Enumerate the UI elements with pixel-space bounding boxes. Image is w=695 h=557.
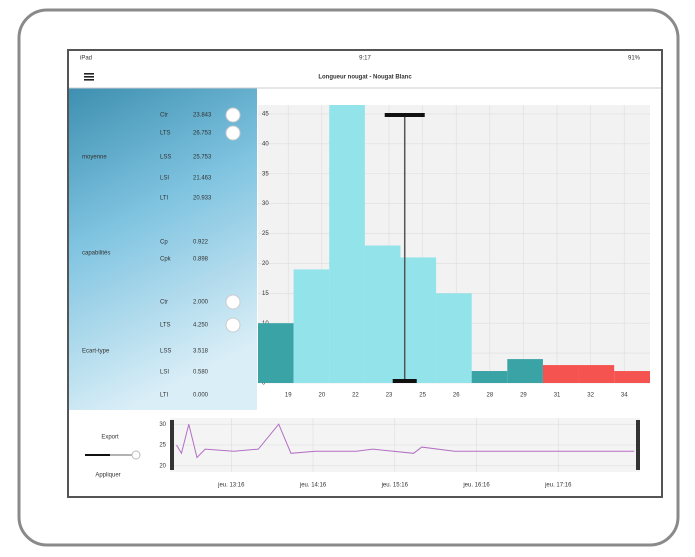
stat-name: LTS	[160, 131, 171, 137]
y-tick-label: 30	[159, 422, 166, 428]
y-tick-label: 20	[159, 463, 166, 469]
histogram-bar	[542, 365, 579, 383]
histogram-bar	[471, 371, 508, 383]
y-tick-label: 0	[262, 381, 266, 387]
stat-value: 21.463	[193, 176, 212, 182]
stat-name: Cp	[160, 240, 168, 246]
x-tick-label: 25	[419, 393, 426, 399]
stat-value: 4.250	[193, 323, 209, 329]
x-tick-label: 31	[554, 393, 561, 399]
group-label: Ecart-type	[82, 349, 110, 355]
histogram-bar	[507, 359, 543, 383]
stat-value: 3.518	[193, 349, 209, 355]
y-tick-label: 25	[159, 443, 166, 449]
stat-value: 2.000	[193, 300, 209, 306]
group-label: capabilités	[82, 251, 110, 257]
y-tick-label: 35	[262, 171, 269, 177]
menu-button[interactable]	[84, 73, 94, 81]
y-tick-label: 40	[262, 141, 269, 147]
stat-value: 0.898	[193, 257, 209, 263]
stat-name: Ctr	[160, 113, 168, 119]
y-tick-label: 25	[262, 231, 269, 237]
status-carrier: iPad	[80, 56, 92, 62]
stat-value: 0.000	[193, 393, 209, 399]
histogram-bar	[614, 371, 650, 383]
stat-name: LSI	[160, 370, 169, 376]
histogram-bar	[364, 245, 401, 383]
nav-title: Longueur nougat - Nougat Blanc	[318, 75, 412, 81]
apply-button[interactable]: Appliquer	[95, 473, 120, 479]
stat-value: 25.753	[193, 155, 212, 161]
x-tick-label: jeu. 13:16	[217, 483, 245, 489]
x-tick-label: 22	[352, 393, 359, 399]
histogram-bar	[293, 269, 330, 383]
y-tick-label: 15	[262, 291, 269, 297]
x-tick-label: jeu. 17:16	[544, 483, 572, 489]
stat-name: Cpk	[160, 257, 172, 263]
x-tick-label: 29	[520, 393, 527, 399]
stat-name: LTI	[160, 393, 169, 399]
x-tick-label: 26	[453, 393, 460, 399]
toggle[interactable]	[225, 107, 241, 123]
stat-name: LSI	[160, 176, 169, 182]
stat-name: LSS	[160, 349, 171, 355]
stat-value: 26.753	[193, 131, 212, 137]
stat-value: 20.933	[193, 196, 212, 202]
stat-name: LTS	[160, 323, 171, 329]
export-button[interactable]: Export	[101, 435, 119, 441]
x-tick-label: jeu. 15:16	[381, 483, 409, 489]
x-tick-label: 34	[621, 393, 628, 399]
stat-name: LSS	[160, 155, 171, 161]
x-tick-label: jeu. 14:16	[299, 483, 327, 489]
stat-value: 23.843	[193, 113, 212, 119]
stat-value: 0.580	[193, 370, 209, 376]
group-label: moyenne	[82, 155, 107, 161]
x-tick-label: 28	[486, 393, 493, 399]
y-tick-label: 20	[262, 261, 269, 267]
line-series	[176, 423, 635, 459]
x-tick-label: 32	[587, 393, 594, 399]
range-handle-right[interactable]	[636, 420, 640, 470]
cursor-handle-bottom[interactable]	[392, 379, 417, 383]
stat-name: Ctr	[160, 300, 168, 306]
histogram-bar	[400, 257, 437, 383]
slider[interactable]	[85, 450, 141, 460]
toggle[interactable]	[225, 317, 241, 333]
x-tick-label: jeu. 16:16	[462, 483, 490, 489]
toggle[interactable]	[225, 294, 241, 310]
stat-name: LTI	[160, 196, 169, 202]
x-tick-label: 19	[285, 393, 292, 399]
histogram-bar	[329, 105, 365, 383]
x-tick-label: 20	[318, 393, 325, 399]
y-tick-label: 45	[262, 112, 269, 118]
status-time: 9:17	[359, 56, 371, 62]
histogram-bar	[578, 365, 615, 383]
toggle[interactable]	[225, 125, 241, 141]
range-handle-left[interactable]	[170, 420, 174, 470]
stat-value: 0.922	[193, 240, 209, 246]
stats-panel	[69, 88, 257, 410]
histogram-bar	[258, 323, 294, 383]
x-tick-label: 23	[386, 393, 393, 399]
cursor-handle-top[interactable]	[384, 113, 425, 117]
histogram-bar	[436, 293, 472, 383]
status-battery: 91%	[628, 56, 641, 62]
y-tick-label: 30	[262, 201, 269, 207]
